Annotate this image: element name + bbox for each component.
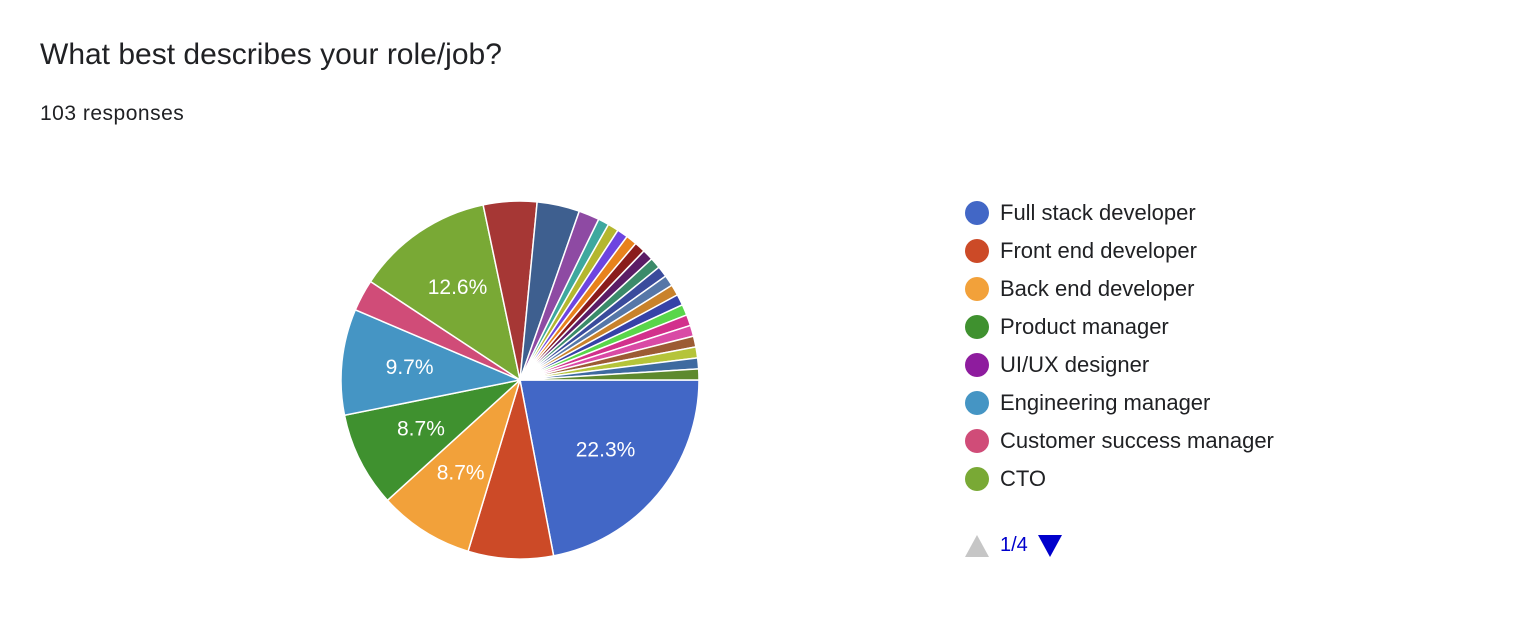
legend-swatch-icon <box>965 391 989 415</box>
slice-data-label: 12.6% <box>428 276 488 299</box>
slice-data-label: 8.7% <box>397 418 445 441</box>
legend-pager: 1/4 <box>965 534 1062 557</box>
legend-swatch-icon <box>965 429 989 453</box>
pie-slice[interactable] <box>386 377 522 553</box>
legend-label: Product manager <box>1000 314 1169 339</box>
legend-item: UI/UX designer <box>965 346 1274 384</box>
legend-swatch-icon <box>965 277 989 301</box>
legend-item: Customer success manager <box>965 422 1274 460</box>
legend-item: Full stack developer <box>965 194 1274 232</box>
legend-label: Engineering manager <box>1000 390 1211 415</box>
legend-swatch-icon <box>965 467 989 491</box>
question-title: What best describes your role/job? <box>40 38 502 71</box>
legend-label: Customer success manager <box>1000 428 1274 453</box>
legend-page-indicator: 1/4 <box>1000 534 1028 556</box>
legend-swatch-icon <box>965 353 989 377</box>
pie-slice[interactable] <box>519 379 700 557</box>
pie-slice[interactable] <box>519 368 700 381</box>
legend-item: Front end developer <box>965 232 1274 270</box>
page-down-icon[interactable] <box>1037 534 1062 557</box>
pie-slice[interactable] <box>369 203 522 382</box>
legend-label: Back end developer <box>1000 276 1195 301</box>
legend-swatch-icon <box>965 201 989 225</box>
legend-item: Engineering manager <box>965 384 1274 422</box>
page-up-icon[interactable] <box>965 534 989 557</box>
legend-label: CTO <box>1000 466 1047 491</box>
legend-swatch-icon <box>965 239 989 263</box>
legend-swatch-icon <box>965 315 989 339</box>
legend-item: CTO <box>965 460 1274 498</box>
pie-chart: 22.3% 8.7% 8.7% 9.7% 12.6% <box>340 200 700 560</box>
legend-label: Front end developer <box>1000 238 1197 263</box>
legend-label: Full stack developer <box>1000 200 1196 225</box>
pie-slice[interactable] <box>340 308 523 417</box>
legend: Full stack developer Front end developer B… <box>965 194 1274 498</box>
slice-data-label: 22.3% <box>576 438 636 461</box>
legend-label: UI/UX designer <box>1000 352 1150 377</box>
slice-data-label: 9.7% <box>386 356 434 379</box>
legend-item: Back end developer <box>965 270 1274 308</box>
legend-item: Product manager <box>965 308 1274 346</box>
response-count: 103 responses <box>40 102 185 125</box>
slice-data-label: 8.7% <box>437 461 485 484</box>
pie-slice[interactable] <box>343 378 523 502</box>
